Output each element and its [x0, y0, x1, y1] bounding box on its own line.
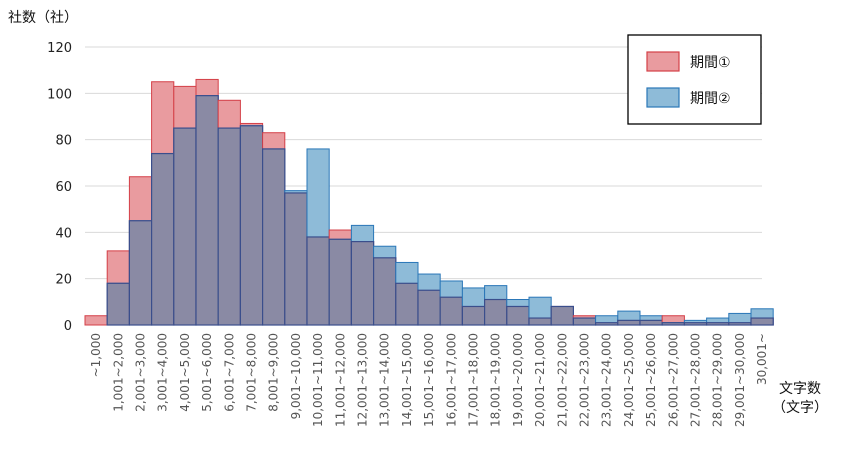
x-tick-label: 26,001~27,000 [666, 333, 680, 427]
bar-overlap [506, 305, 530, 326]
bar-overlap [284, 192, 308, 326]
bar-overlap [395, 282, 419, 326]
bars [84, 78, 774, 326]
legend-swatch-period-1 [646, 51, 680, 72]
x-axis-ticks: ~1,000 1,001~2,000 2,001~3,000 3,001~4,000 4… [89, 333, 769, 427]
x-tick-label: 2,001~3,000 [134, 333, 148, 412]
y-tick-label: 120 [47, 41, 72, 56]
bar-overlap [262, 148, 286, 326]
x-tick-label: 8,001~9,000 [267, 333, 281, 412]
x-tick-label: 28,001~29,000 [711, 333, 725, 427]
y-axis-title: 社数（社） [8, 10, 78, 26]
x-tick-label: 17,001~18,000 [467, 333, 481, 427]
x-tick-label: 6,001~7,000 [222, 333, 236, 412]
y-tick-label: 60 [55, 180, 72, 195]
bar-overlap [239, 125, 264, 326]
x-tick-label: 16,001~17,000 [444, 333, 458, 427]
bar-overlap [195, 95, 219, 326]
bar-overlap [594, 322, 619, 326]
x-tick-label: 25,001~26,000 [644, 333, 658, 427]
bar-overlap [106, 282, 130, 326]
bar-overlap [750, 317, 774, 326]
bar-overlap [439, 296, 464, 326]
bar-overlap [373, 257, 397, 326]
bar-overlap [683, 322, 708, 326]
bar-overlap [528, 317, 552, 326]
x-tick-label: 22,001~23,000 [578, 333, 592, 427]
x-tick-label: ~1,000 [89, 333, 103, 377]
legend-box [627, 34, 762, 125]
x-tick-label: 12,001~13,000 [356, 333, 370, 427]
bar-overlap [728, 322, 752, 326]
y-tick-label: 100 [47, 87, 72, 102]
bar-overlap [639, 319, 663, 326]
bar-overlap [617, 319, 641, 326]
bar-overlap [128, 220, 153, 326]
legend-label-period-1: 期間① [690, 55, 731, 71]
legend-swatch-period-2 [646, 87, 680, 108]
x-tick-label: 9,001~10,000 [289, 333, 303, 419]
bar-overlap [661, 322, 686, 326]
bar-overlap [350, 241, 375, 326]
bar-period-1 [84, 315, 108, 326]
x-tick-label: 20,001~21,000 [533, 333, 547, 427]
x-tick-label: 23,001~24,000 [600, 333, 614, 427]
bar-overlap [705, 322, 730, 326]
bar-overlap [572, 317, 597, 326]
x-tick-label: 7,001~8,000 [245, 333, 259, 412]
x-tick-label: 1,001~2,000 [111, 333, 125, 412]
x-axis-title-line2: （文字） [772, 400, 828, 416]
x-tick-label: 21,001~22,000 [555, 333, 569, 427]
x-tick-label: 14,001~15,000 [400, 333, 414, 427]
x-tick-label: 27,001~28,000 [689, 333, 703, 427]
bar-overlap [417, 289, 441, 326]
bar-overlap [484, 298, 508, 326]
x-tick-label: 10,001~11,000 [311, 333, 325, 427]
x-tick-label: 24,001~25,000 [622, 333, 636, 427]
bar-overlap [328, 238, 353, 326]
x-axis-title-line1: 文字数 [779, 381, 821, 397]
legend-label-period-2: 期間② [690, 91, 731, 107]
x-tick-label: 11,001~12,000 [333, 333, 347, 427]
x-tick-label: 4,001~5,000 [178, 333, 192, 412]
bar-overlap [461, 305, 486, 326]
x-tick-label: 30,001~ [755, 333, 769, 385]
y-tick-label: 40 [55, 226, 72, 241]
x-tick-label: 13,001~14,000 [378, 333, 392, 427]
bar-overlap [550, 305, 575, 326]
x-tick-label: 18,001~19,000 [489, 333, 503, 427]
y-tick-label: 80 [55, 134, 72, 149]
bar-overlap [151, 152, 175, 326]
bar-overlap [306, 236, 330, 326]
legend: 期間① 期間② [627, 34, 762, 125]
y-tick-label: 0 [64, 319, 72, 334]
x-tick-label: 15,001~16,000 [422, 333, 436, 427]
y-axis-ticks: 0 20 40 60 80 100 120 [47, 41, 72, 334]
x-tick-label: 19,001~20,000 [511, 333, 525, 427]
y-tick-label: 20 [55, 273, 72, 288]
x-tick-label: 5,001~6,000 [200, 333, 214, 412]
bar-overlap [173, 127, 197, 326]
bar-overlap [217, 127, 241, 326]
x-tick-label: 3,001~4,000 [156, 333, 170, 412]
x-tick-label: 29,001~30,000 [733, 333, 747, 427]
